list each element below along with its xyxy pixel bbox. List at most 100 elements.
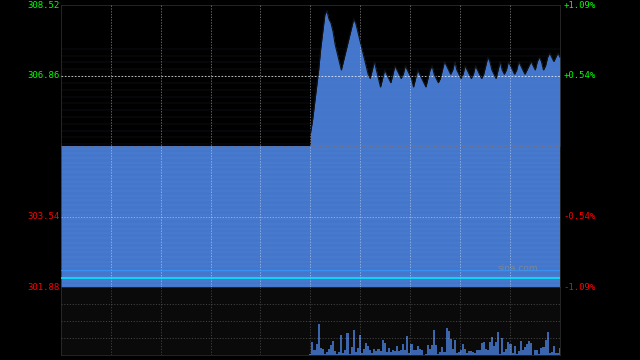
Bar [413,350,415,355]
Text: sina.com: sina.com [498,264,538,273]
Bar [538,354,540,355]
Bar [390,352,392,355]
Bar [402,345,404,355]
Bar [328,349,330,355]
Bar [466,354,468,355]
Bar [324,354,326,355]
Bar [447,331,450,355]
Bar [483,342,484,355]
Bar [444,352,445,355]
Bar [526,344,528,355]
Bar [528,341,530,355]
Bar [359,335,361,355]
Bar [489,342,491,355]
Bar [342,353,344,355]
Bar [381,340,383,355]
Bar [464,349,466,355]
Bar [484,348,487,355]
Bar [547,332,548,355]
Bar [468,351,470,355]
Bar [314,350,316,355]
Bar [400,350,402,355]
Bar [404,350,406,355]
Text: -0.54%: -0.54% [563,212,595,221]
Bar [491,337,493,355]
Bar [501,338,503,355]
Bar [376,351,378,355]
Bar [312,342,314,355]
Bar [550,352,553,355]
Bar [367,346,369,355]
Bar [420,350,423,355]
Bar [503,352,506,355]
Bar [516,354,518,355]
Bar [410,344,413,355]
Bar [417,346,419,355]
Bar [326,352,328,355]
Bar [415,350,417,355]
Bar [336,354,339,355]
Bar [513,346,516,355]
Bar [543,347,545,355]
Bar [557,352,559,355]
Bar [386,352,388,355]
Bar [353,330,355,355]
Text: +0.54%: +0.54% [563,71,595,80]
Bar [365,343,367,355]
Bar [344,350,346,355]
Bar [511,353,513,355]
Bar [332,342,334,355]
Bar [371,353,373,355]
Bar [518,351,520,355]
Bar [334,351,336,355]
Bar [357,348,359,355]
Bar [442,347,444,355]
Bar [555,354,557,355]
Bar [394,351,396,355]
Bar [346,333,349,355]
Bar [427,345,429,355]
Bar [408,353,410,355]
Bar [309,354,312,355]
Bar [431,345,433,355]
Bar [497,332,499,355]
Bar [559,348,561,355]
Bar [481,343,483,355]
Bar [462,344,464,355]
Bar [548,354,550,355]
Bar [363,348,365,355]
Bar [445,328,447,355]
Bar [316,344,317,355]
Bar [487,350,489,355]
Bar [476,350,479,355]
Bar [479,350,481,355]
Bar [474,353,476,355]
Bar [495,342,497,355]
Bar [378,349,380,355]
Bar [322,349,324,355]
Bar [373,349,376,355]
Bar [534,350,536,355]
Bar [396,346,398,355]
Bar [317,324,320,355]
Bar [452,350,454,355]
Bar [339,352,340,355]
Bar [355,352,357,355]
Bar [369,350,371,355]
Bar [522,350,524,355]
Bar [454,340,456,355]
Bar [380,351,381,355]
Bar [536,350,538,355]
Bar [351,347,353,355]
Text: +1.09%: +1.09% [563,1,595,10]
Bar [425,354,427,355]
Bar [493,346,495,355]
Bar [470,351,472,355]
Bar [406,336,408,355]
Bar [433,329,435,355]
Bar [506,350,508,355]
Bar [540,348,543,355]
Bar [458,352,460,355]
Bar [330,346,332,355]
Text: 306.86: 306.86 [28,71,60,80]
